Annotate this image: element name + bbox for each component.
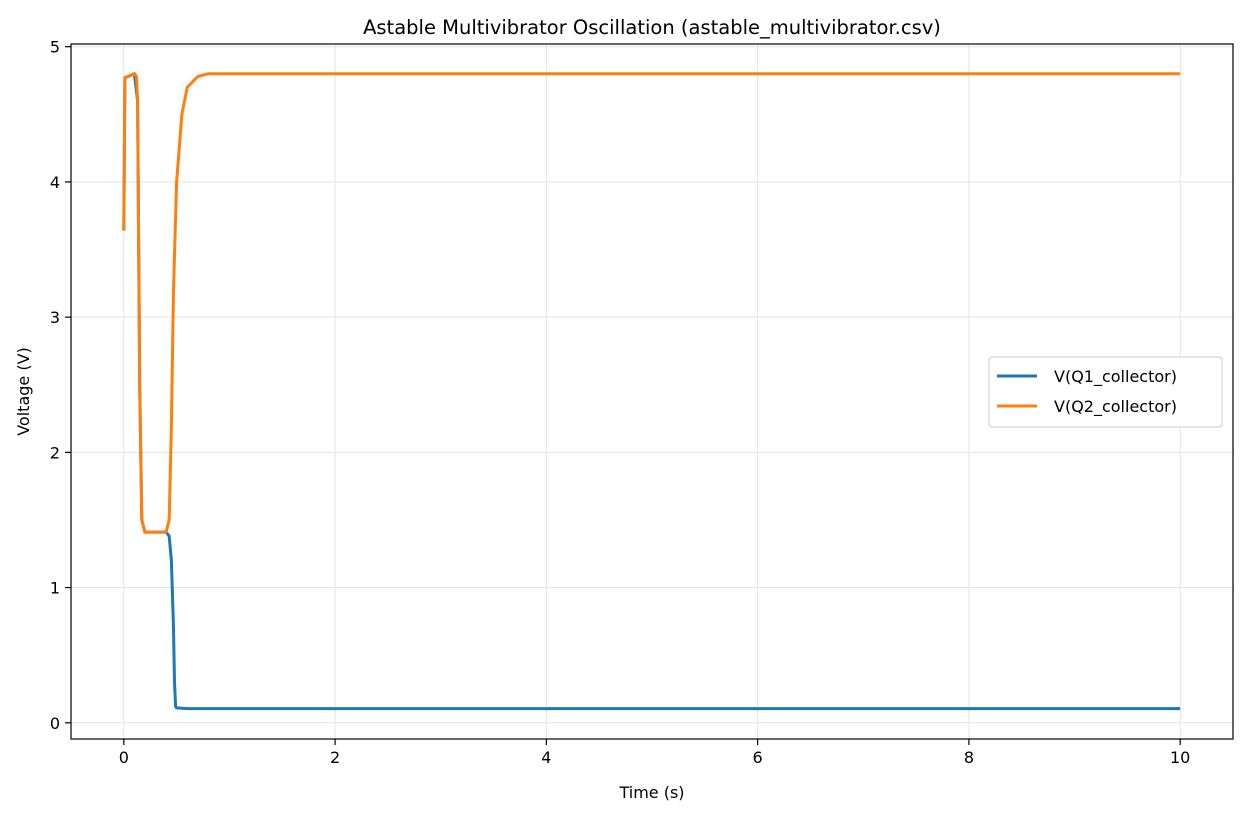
y-axis-label: Voltage (V) [14, 347, 33, 436]
series-line-2 [122, 72, 1181, 534]
x-axis-label: Time (s) [618, 783, 684, 802]
y-tick-label: 0 [50, 714, 60, 733]
x-tick-label: 0 [119, 748, 129, 767]
legend-label: V(Q1_collector) [1054, 367, 1177, 387]
y-tick-label: 4 [50, 173, 60, 192]
x-tick-label: 10 [1170, 748, 1190, 767]
y-tick-label: 3 [50, 308, 60, 327]
y-tick-label: 5 [50, 38, 60, 57]
x-tick-label: 4 [541, 748, 551, 767]
x-tick-label: 6 [753, 748, 763, 767]
series-layer [122, 72, 1181, 711]
legend: V(Q1_collector) V(Q2_collector) [988, 356, 1223, 428]
axis-ticks: 0 2 4 6 8 10 0 1 2 3 4 5 [50, 38, 1191, 767]
x-tick-label: 8 [964, 748, 974, 767]
legend-label: V(Q2_collector) [1054, 397, 1177, 417]
legend-box [988, 356, 1223, 428]
plot-area-frame [70, 43, 1234, 740]
y-tick-label: 2 [50, 443, 60, 462]
grid-lines [71, 44, 1233, 739]
y-tick-label: 1 [50, 579, 60, 598]
chart-title: Astable Multivibrator Oscillation (astab… [363, 16, 941, 39]
x-tick-label: 2 [330, 748, 340, 767]
